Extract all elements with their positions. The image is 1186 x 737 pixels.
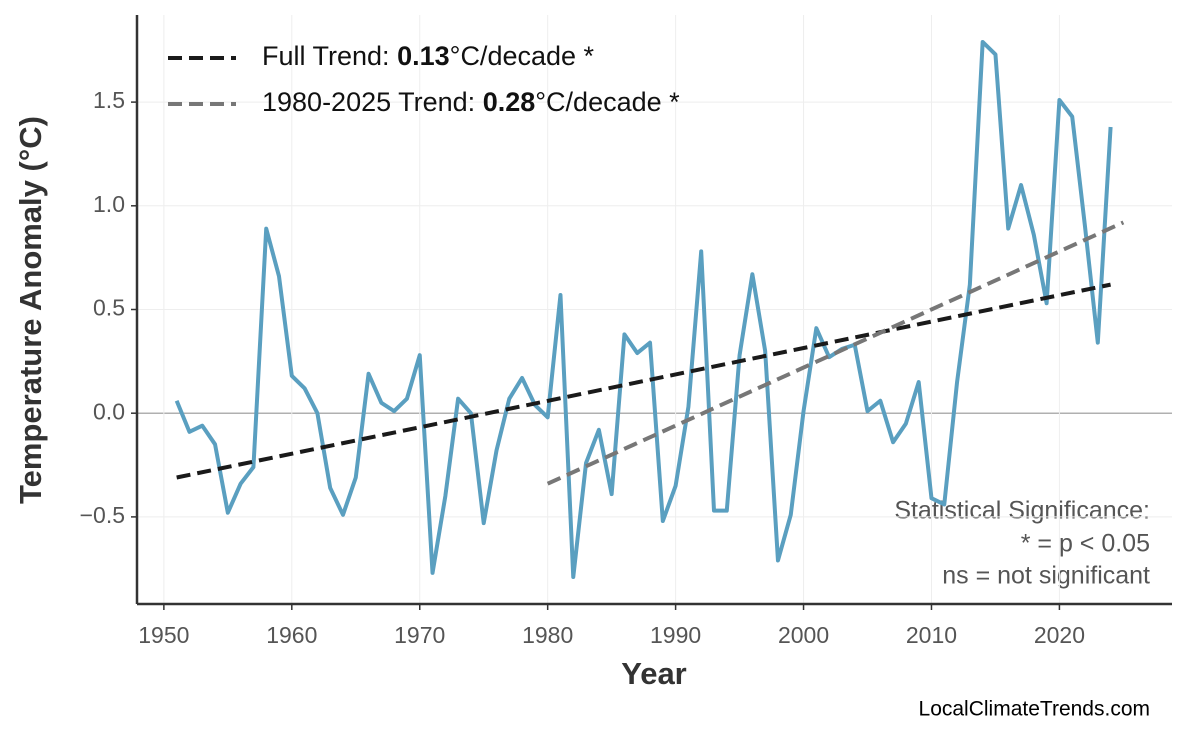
legend-slope: 0.13	[397, 41, 450, 71]
source: LocalClimateTrends.com	[919, 698, 1150, 721]
y-axis-title: Temperature Anomaly (°C)	[13, 116, 48, 504]
x-tick-label: 1970	[394, 622, 445, 648]
trend-line	[176, 282, 1111, 480]
annotation: ns = not significant	[942, 562, 1150, 590]
legend-name: Full Trend:	[262, 41, 390, 71]
y-tick-label: 1.0	[93, 191, 125, 217]
legend-unit: °C/decade *	[535, 87, 680, 117]
annotation: * = p < 0.05	[1021, 530, 1150, 558]
x-tick-label: 1990	[650, 622, 701, 648]
x-tick-label: 1980	[522, 622, 573, 648]
legend-name: 1980-2025 Trend:	[262, 87, 475, 117]
data-line	[174, 39, 1113, 580]
y-tick-label: 1.5	[93, 87, 125, 113]
x-tick-label: 1960	[266, 622, 317, 648]
trend-line	[546, 220, 1125, 486]
legend-label: 1980-2025 Trend: 0.28°C/decade *	[262, 87, 680, 117]
x-tick-label: 1950	[138, 622, 189, 648]
legend-slope: 0.28	[483, 87, 536, 117]
y-tick-label: 0.5	[93, 295, 125, 321]
legend-unit: °C/decade *	[450, 41, 595, 71]
y-tick-label: 0.0	[93, 398, 125, 424]
x-axis-title: Year	[621, 656, 687, 691]
x-tick-label: 2000	[778, 622, 829, 648]
x-tick-label: 2020	[1034, 622, 1085, 648]
legend-label: Full Trend: 0.13°C/decade *	[262, 41, 595, 71]
x-tick-label: 2010	[906, 622, 957, 648]
y-tick-label: −0.5	[80, 502, 125, 528]
